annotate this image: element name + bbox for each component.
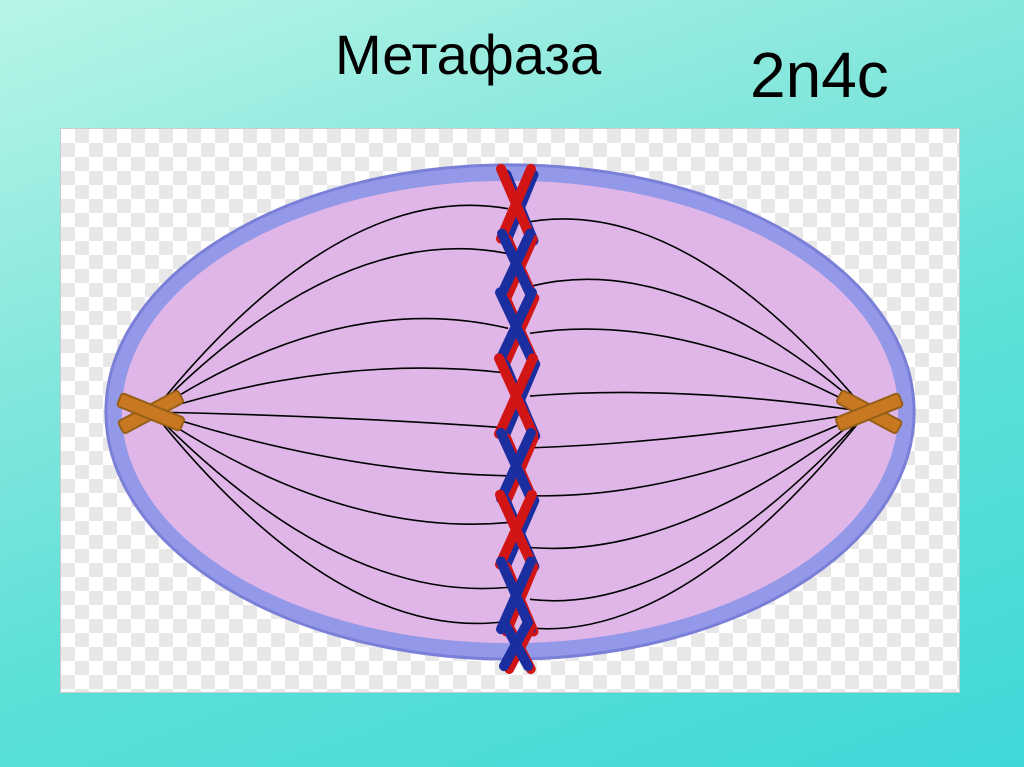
page-title: Метафаза xyxy=(335,22,601,87)
chromosome-formula: 2n4c xyxy=(750,38,889,112)
metaphase-diagram xyxy=(60,128,960,693)
cell-illustration xyxy=(61,129,959,692)
